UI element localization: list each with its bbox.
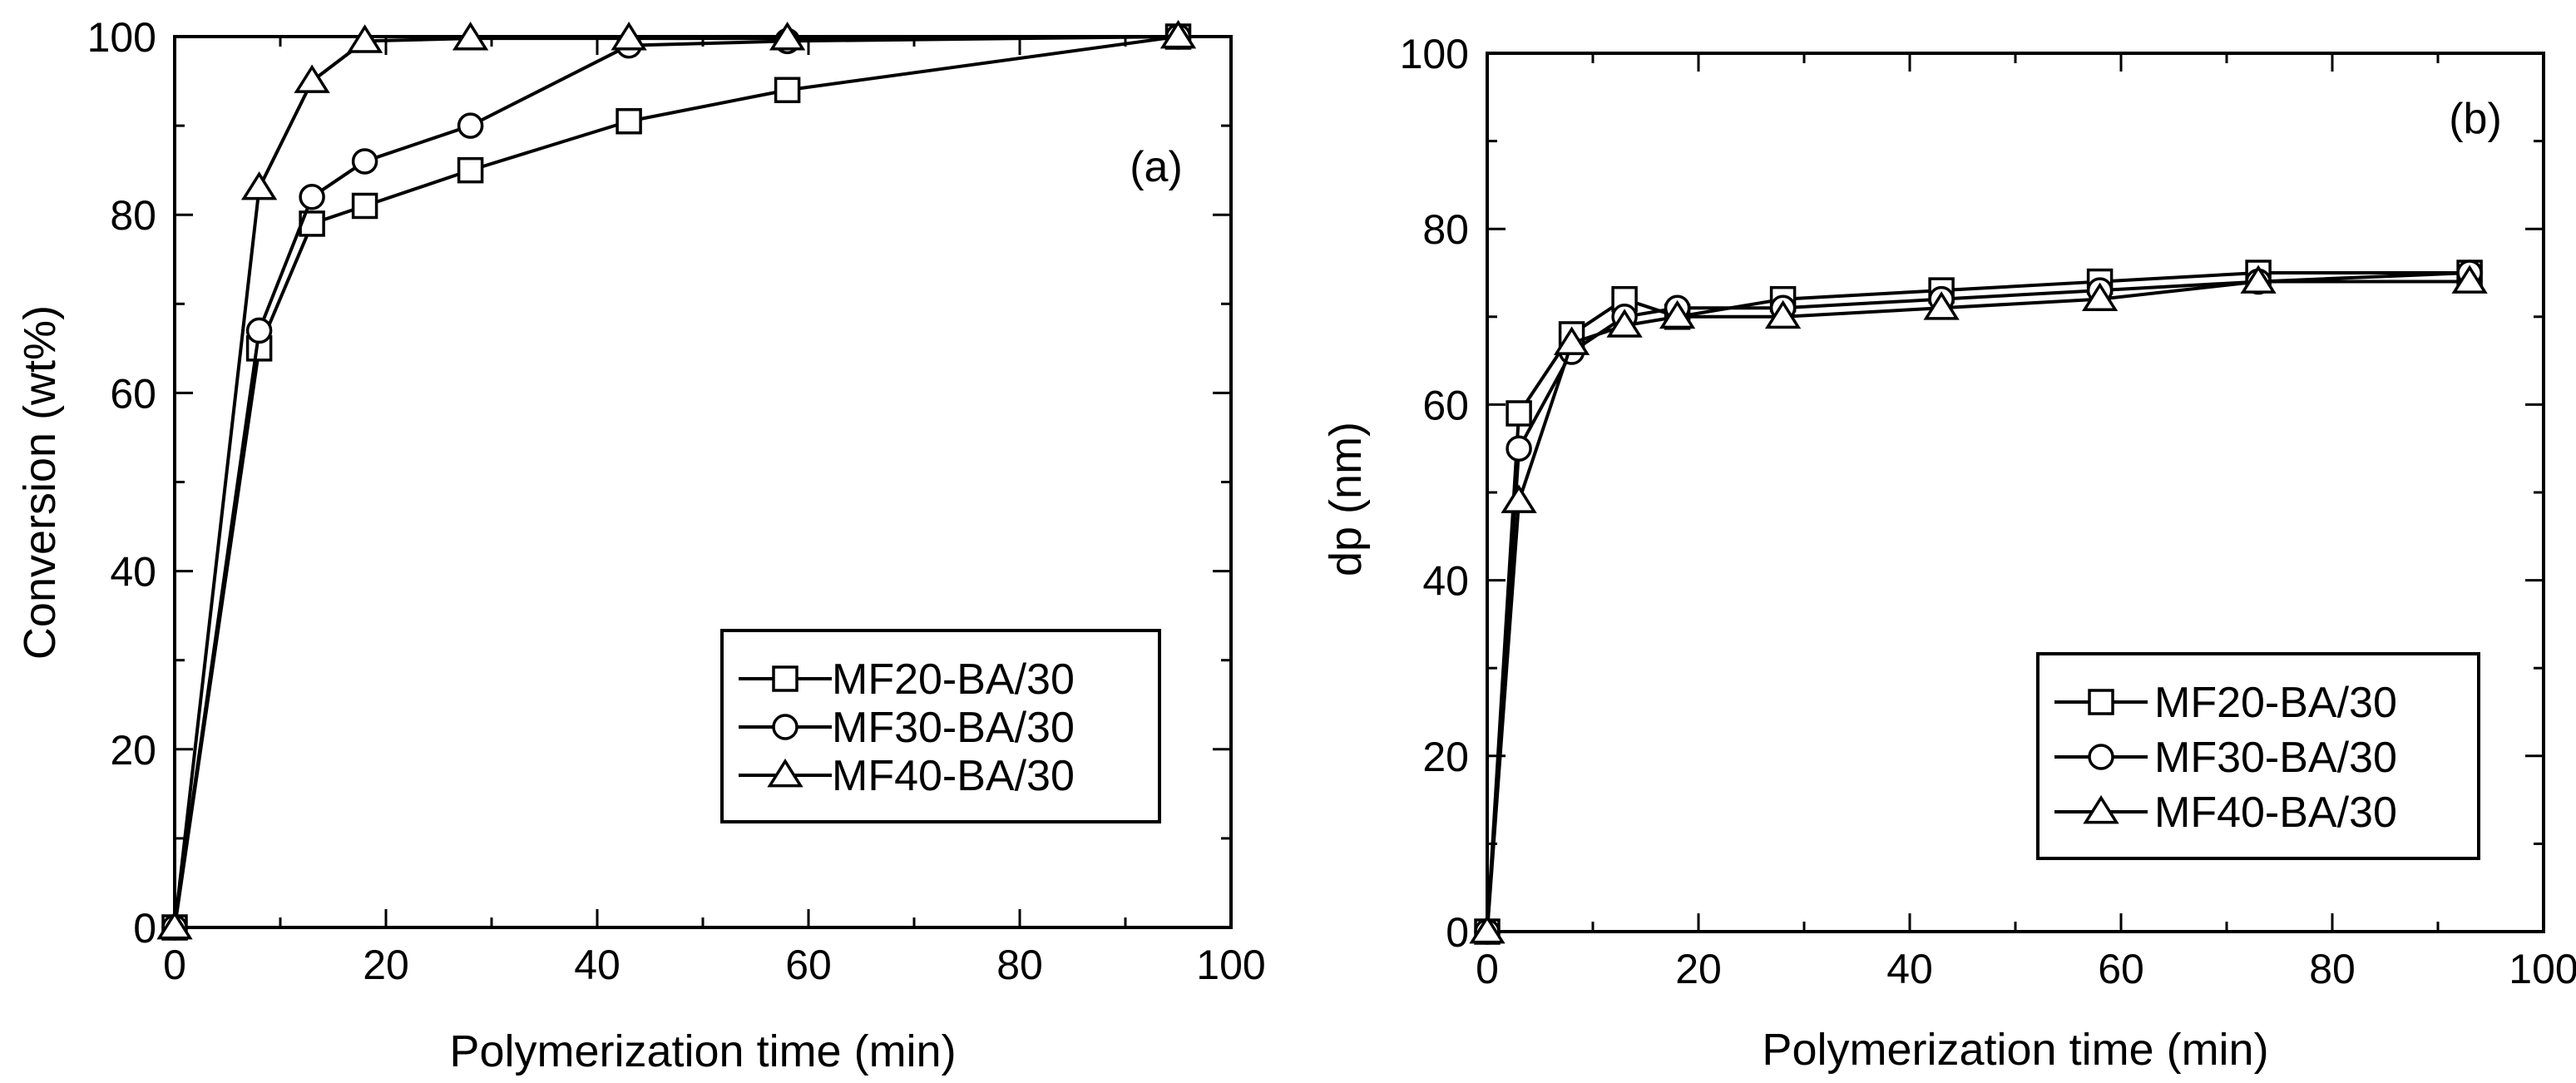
data-point: [1659, 299, 1696, 329]
data-point: [457, 112, 484, 139]
data-point: [769, 22, 806, 51]
legend-entry: MF20-BA/30: [739, 655, 1075, 704]
x-tick-label: 0: [163, 942, 186, 988]
data-point: [2240, 265, 2277, 294]
legend-marker: [772, 714, 799, 740]
data-point: [2451, 265, 2488, 294]
series-line: [173, 35, 1179, 928]
legend-entry: MF20-BA/30: [2054, 679, 2397, 727]
chart-panel-b: 0 20 40 60 80 100 0 20 40 60 80 100 (b) Polymerizat…: [1321, 31, 2576, 1075]
y-tick-label: 0: [133, 905, 156, 952]
legend-marker: [2088, 744, 2114, 770]
x-tick-label: 80: [2309, 946, 2356, 992]
data-point: [1506, 435, 1532, 462]
y-axis-title: Conversion (wt%): [15, 305, 65, 660]
x-axis-title: Polymerization time (min): [449, 1026, 956, 1076]
y-tick-label: 20: [110, 727, 156, 774]
data-point: [156, 910, 193, 940]
x-tick-label: 80: [996, 942, 1043, 988]
data-point: [1159, 19, 1197, 49]
legend-entry: MF30-BA/30: [2054, 734, 2397, 782]
data-point: [346, 24, 383, 53]
y-axis-title: dp (nm): [1321, 422, 1371, 576]
data-point: [2081, 282, 2119, 312]
x-tick-label: 20: [363, 942, 409, 988]
x-tick-label: 60: [2098, 946, 2144, 992]
legend-label: MF30-BA/30: [832, 704, 1075, 752]
y-tick-label: 80: [110, 192, 156, 239]
data-point: [240, 171, 278, 200]
legend-label: MF40-BA/30: [832, 752, 1075, 800]
x-tick-label: 100: [2509, 946, 2576, 992]
x-tick-label: 100: [1196, 942, 1265, 988]
legend-label: MF20-BA/30: [2154, 679, 2397, 727]
legend-entry: MF30-BA/30: [739, 704, 1075, 752]
series-layer: [156, 19, 1197, 941]
data-point: [774, 77, 801, 104]
legend-marker: [772, 665, 799, 692]
data-point: [299, 184, 325, 210]
data-point: [294, 64, 330, 93]
axis-ticks: 0 20 40 60 80 100 0 20 40 60 80 100: [87, 14, 1266, 988]
data-point: [1501, 484, 1537, 513]
y-tick-label: 80: [1422, 206, 1469, 253]
data-point: [1764, 299, 1802, 329]
legend-marker: [767, 758, 803, 788]
series-layer: [1469, 260, 2488, 945]
y-tick-label: 100: [1400, 31, 1469, 77]
legend-label: MF30-BA/30: [2154, 734, 2397, 782]
legend-marker: [2083, 794, 2119, 824]
y-tick-label: 60: [1422, 382, 1469, 428]
panel-label: (a): [1130, 143, 1183, 191]
data-point: [1923, 291, 1960, 320]
legend-label: MF20-BA/30: [832, 655, 1075, 704]
series-MF40-BA/30: [1469, 265, 2488, 944]
x-tick-label: 60: [785, 942, 832, 988]
data-point: [452, 22, 489, 51]
y-tick-label: 40: [110, 549, 156, 596]
y-tick-label: 60: [110, 370, 156, 417]
series-line: [1486, 279, 2470, 932]
series-MF40-BA/30: [156, 19, 1197, 940]
data-point: [351, 148, 378, 175]
data-point: [1553, 326, 1590, 355]
x-tick-label: 40: [1886, 946, 1933, 992]
data-point: [1469, 914, 1506, 944]
panel-label: (b): [2449, 95, 2502, 143]
legend-entry: MF40-BA/30: [2054, 789, 2397, 837]
legend-entry: MF40-BA/30: [739, 752, 1075, 800]
data-point: [245, 317, 273, 344]
x-tick-label: 20: [1675, 946, 1722, 992]
chart-panel-a: 0 20 40 60 80 100 0 20 40 60 80 100 (a) Polymerizat…: [15, 14, 1266, 1076]
data-point: [457, 156, 484, 184]
data-point: [1506, 400, 1532, 427]
y-tick-label: 0: [1446, 909, 1469, 956]
x-tick-label: 0: [1476, 946, 1499, 992]
legend-label: MF40-BA/30: [2154, 789, 2397, 837]
legend-marker: [2088, 689, 2114, 715]
data-point: [611, 22, 647, 51]
series-line: [1486, 271, 2470, 932]
y-tick-label: 20: [1422, 734, 1469, 780]
y-tick-label: 100: [87, 14, 156, 61]
data-point: [1606, 309, 1643, 338]
x-axis-title: Polymerization time (min): [1762, 1025, 2268, 1075]
axis-ticks: 0 20 40 60 80 100 0 20 40 60 80 100: [1400, 31, 2576, 992]
series-line: [173, 35, 1179, 928]
y-tick-label: 40: [1422, 558, 1469, 605]
data-point: [616, 107, 642, 135]
x-tick-label: 40: [574, 942, 621, 988]
legend: MF20-BA/30 MF30-BA/30 MF40-BA/30: [2036, 652, 2480, 860]
data-point: [351, 192, 378, 220]
